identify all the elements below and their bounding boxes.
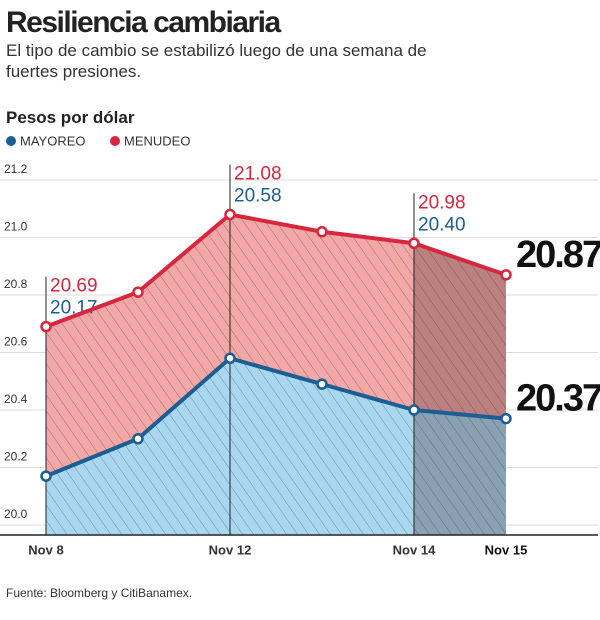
value-label: 20.69 [50, 276, 98, 297]
y-tick-label: 20.4 [4, 392, 28, 406]
legend-label: MAYOREO [20, 133, 86, 148]
point [40, 320, 52, 333]
point [40, 470, 52, 482]
point [408, 237, 420, 249]
source: Fuente: Bloomberg y CitiBanamex. [6, 586, 192, 600]
point [132, 433, 144, 445]
point [500, 412, 512, 425]
point [224, 208, 236, 221]
point [224, 352, 236, 364]
value-label: 20.37 [516, 378, 600, 420]
subtitle-box: El tipo de cambio se estabilizó luego de… [6, 41, 427, 81]
y-tick-label: 20.8 [4, 277, 28, 291]
point [316, 378, 328, 390]
point [500, 269, 512, 281]
series-line [45, 356, 507, 478]
x-tick-label: Nov 8 [28, 542, 63, 557]
point [132, 286, 144, 298]
value-label: 20.40 [418, 214, 466, 235]
chart-subtitle: El tipo de cambio se estabilizó luego de… [6, 41, 427, 81]
y-axis-label: Pesos por dólar [6, 108, 135, 127]
highlight-region [414, 243, 506, 535]
x-tick-label: Nov 15 [485, 542, 528, 557]
value-label: 20.58 [234, 186, 282, 207]
series-line [45, 212, 507, 329]
y-tick-label: 20.6 [4, 335, 28, 349]
y-tick-label: 20.0 [4, 507, 28, 521]
legend-marker [110, 136, 120, 146]
y-tick-label: 20.2 [4, 450, 28, 464]
x-tick-label: Nov 12 [209, 542, 252, 557]
legend-marker [6, 136, 16, 146]
point [316, 226, 328, 238]
value-label: 21.08 [234, 164, 282, 185]
chart-title: Resiliencia cambiaria [6, 6, 281, 39]
y-tick-label: 21.2 [4, 162, 28, 176]
value-label: 20.98 [418, 192, 466, 213]
point [408, 404, 420, 416]
y-tick-label: 21.0 [4, 220, 28, 234]
x-tick-label: Nov 14 [393, 542, 436, 557]
value-label: 20.87 [516, 234, 600, 276]
legend-label: MENUDEO [124, 133, 190, 148]
area-hatch [46, 358, 506, 535]
